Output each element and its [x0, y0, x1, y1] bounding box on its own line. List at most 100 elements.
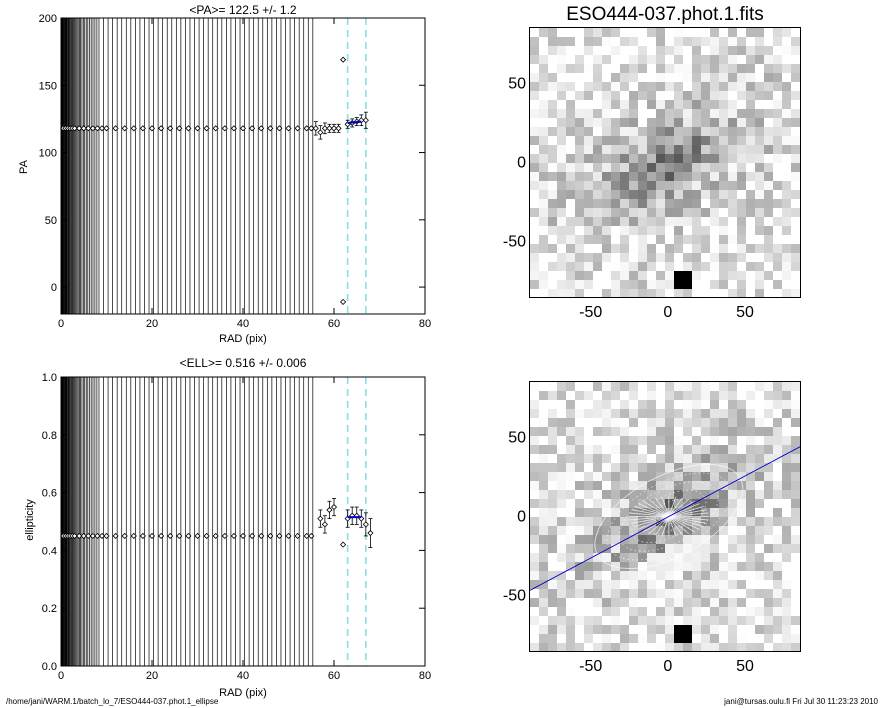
data-point — [285, 532, 292, 540]
data-point — [317, 515, 324, 522]
y-tick-label: 0.8 — [42, 430, 57, 442]
data-point — [103, 125, 110, 132]
data-point — [340, 56, 347, 63]
data-point — [276, 125, 283, 132]
data-point — [167, 125, 174, 132]
data-point — [330, 125, 338, 132]
ell-plot-ylabel: ellipticity — [24, 499, 36, 541]
y-tick-label: 100 — [39, 148, 57, 160]
image-y-tick-label: 0 — [517, 155, 526, 172]
y-tick-label: 1.0 — [42, 372, 57, 384]
x-tick-label: 80 — [419, 318, 431, 330]
image-y-tick-label: 50 — [508, 429, 526, 446]
data-point — [176, 125, 183, 132]
data-point — [294, 532, 301, 540]
data-point — [148, 125, 156, 132]
data-point — [258, 125, 265, 132]
data-point — [89, 532, 96, 540]
data-point — [121, 125, 128, 132]
data-point — [239, 125, 247, 132]
galaxy-image-panel: ESO444-037.phot.1.fits -50 0 50 50 0 -50 — [503, 4, 799, 321]
data-point — [312, 125, 319, 132]
data-point — [308, 125, 315, 132]
data-point — [267, 125, 274, 132]
data-point — [340, 541, 347, 548]
radius-grid-lines — [61, 18, 314, 314]
data-point — [158, 532, 165, 540]
footer-path: /home/jani/WARM.1/batch_lo_7/ESO444-037.… — [6, 697, 219, 706]
image-x-tick-label: -50 — [579, 658, 602, 675]
data-point — [121, 532, 128, 540]
data-point — [139, 125, 146, 132]
data-point — [367, 529, 374, 537]
data-point — [71, 125, 78, 132]
data-point — [203, 532, 210, 540]
data-point — [230, 125, 237, 132]
data-point — [76, 125, 83, 132]
data-point — [308, 532, 315, 540]
footer-user-date: jani@tursas.oulu.fi Fri Jul 30 11:23:23 … — [724, 697, 878, 706]
data-point — [194, 125, 201, 132]
x-tick-label: 60 — [328, 318, 340, 330]
ellipse-overlay-panel: -50 0 50 50 0 -50 — [503, 381, 799, 675]
x-tick-label: 80 — [419, 670, 431, 682]
data-point — [294, 125, 301, 132]
y-tick-label: 150 — [39, 80, 57, 92]
data-point — [362, 117, 369, 124]
data-point — [249, 125, 256, 132]
y-tick-label: 0.4 — [42, 545, 57, 557]
y-tick-label: 0 — [51, 282, 57, 294]
data-point — [321, 521, 328, 528]
data-point — [249, 532, 256, 540]
data-point — [94, 532, 101, 540]
image-title: ESO444-037.phot.1.fits — [566, 4, 764, 25]
data-point — [185, 532, 192, 540]
data-point — [258, 532, 265, 540]
data-point — [276, 532, 283, 540]
x-tick-label: 20 — [146, 670, 158, 682]
data-point — [203, 125, 210, 132]
data-point — [221, 532, 228, 540]
image-x-tick-label: 50 — [736, 304, 754, 321]
y-tick-label: 0.2 — [42, 603, 57, 615]
image-x-tick-label: 0 — [663, 658, 672, 675]
data-point — [317, 129, 324, 136]
plot-frame — [60, 17, 426, 315]
data-point — [212, 532, 219, 540]
pa-profile-plot: <PA>= 122.5 +/- 1.2 RAD (pix) PA 0 20 40 60… — [18, 3, 431, 345]
x-tick-label: 20 — [146, 318, 158, 330]
data-point — [112, 532, 119, 540]
radius-grid-lines — [61, 377, 314, 666]
data-point — [85, 125, 92, 132]
ellipse-fit-image — [529, 381, 801, 652]
x-tick-label: 60 — [328, 670, 340, 682]
data-point — [326, 506, 333, 514]
fit-segment — [347, 120, 362, 124]
data-point — [76, 532, 83, 540]
data-point — [130, 532, 137, 540]
data-point — [230, 532, 237, 540]
data-point — [98, 532, 106, 540]
pa-plot-ylabel: PA — [18, 159, 30, 174]
data-point — [130, 125, 137, 132]
ellipticity-profile-plot: <ELL>= 0.516 +/- 0.006 RAD (pix) ellipti… — [24, 356, 431, 699]
data-point — [167, 532, 174, 540]
data-point — [212, 125, 219, 132]
pa-plot-xlabel: RAD (pix) — [219, 333, 267, 345]
data-point — [71, 532, 78, 540]
image-y-tick-label: 50 — [508, 75, 526, 92]
data-point — [94, 125, 101, 132]
image-y-tick-label: -50 — [503, 588, 526, 605]
data-point — [80, 532, 87, 540]
x-tick-label: 40 — [237, 670, 249, 682]
data-point — [326, 125, 333, 132]
data-point — [285, 125, 292, 132]
data-point — [267, 532, 274, 540]
galaxy-image — [529, 27, 801, 298]
data-point — [85, 532, 92, 540]
data-point — [80, 125, 87, 132]
data-point — [103, 532, 110, 540]
image-x-tick-label: -50 — [579, 304, 602, 321]
image-x-tick-label: 0 — [663, 304, 672, 321]
